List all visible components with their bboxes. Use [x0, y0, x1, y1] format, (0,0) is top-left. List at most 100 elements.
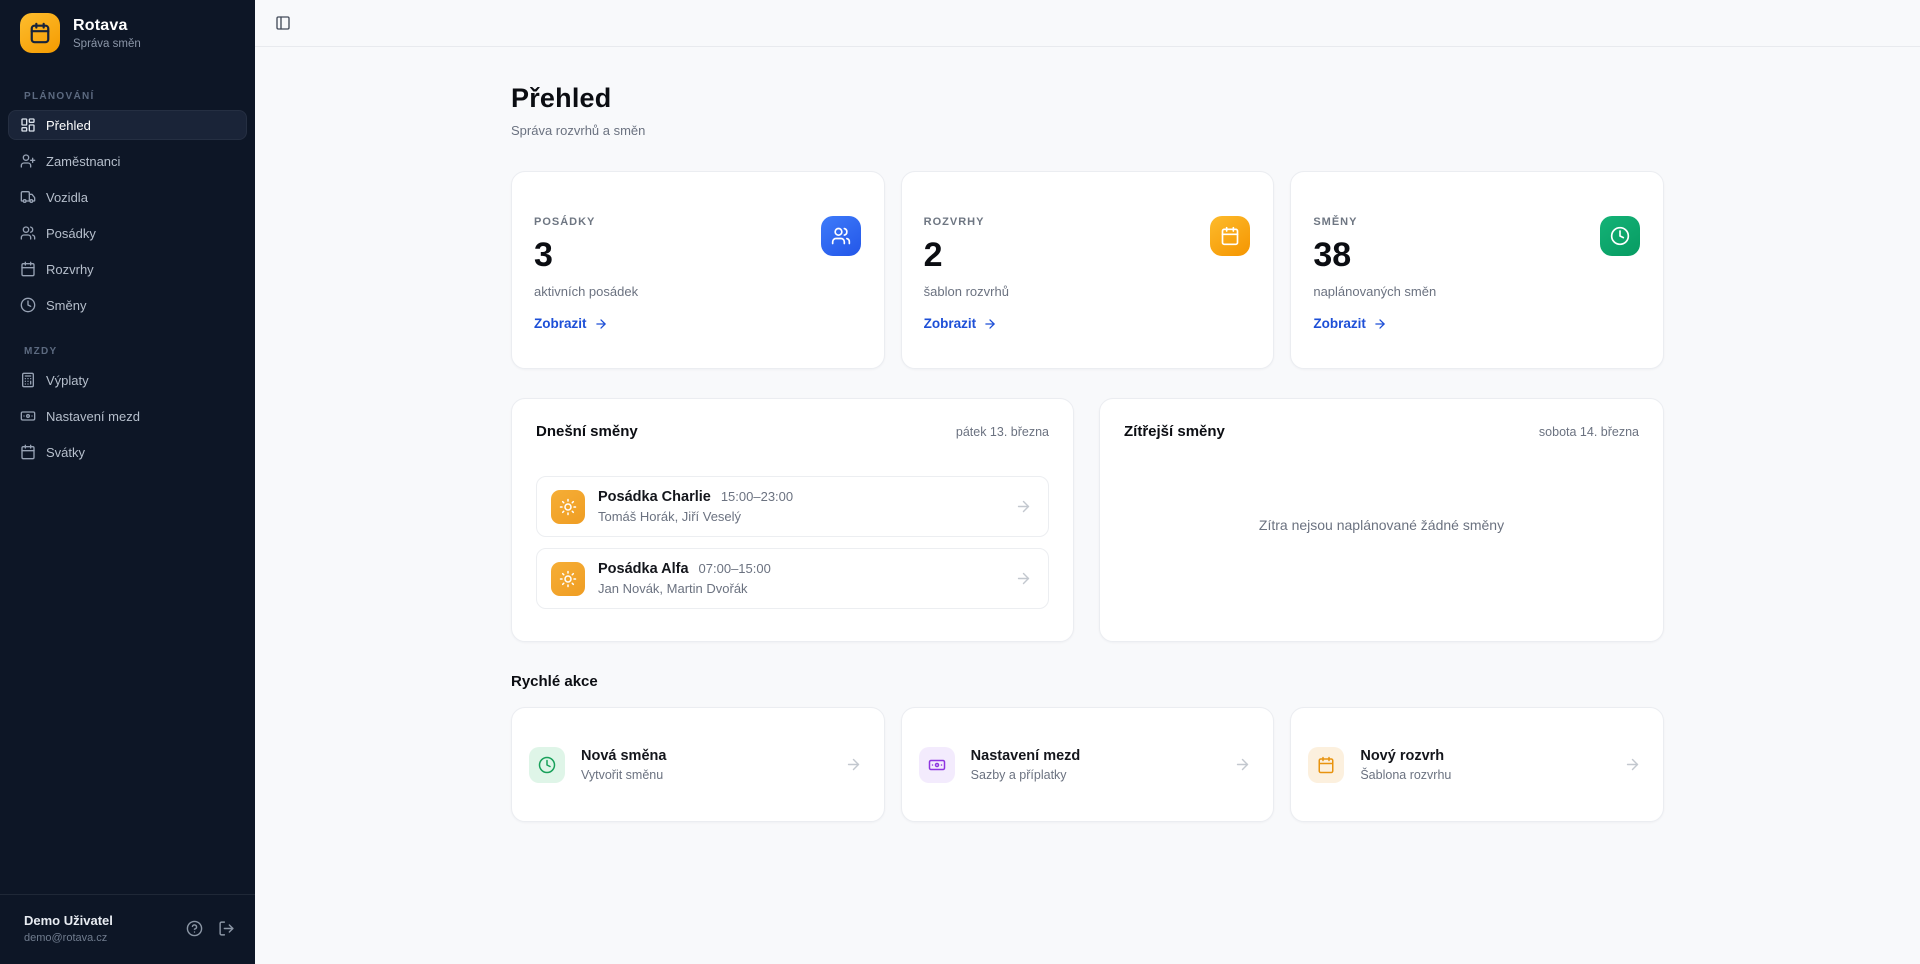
sidebar-item-label: Zaměstnanci	[46, 153, 121, 169]
calendar-icon	[20, 444, 36, 460]
clock-icon	[20, 297, 36, 313]
shift-row-alfa[interactable]: Posádka Alfa 07:00–15:00 Jan Novák, Mart…	[536, 548, 1049, 609]
stat-caption: naplánovaných směn	[1313, 284, 1437, 299]
stat-value: 2	[923, 236, 943, 274]
shift-time: 07:00–15:00	[698, 561, 771, 576]
sidebar-toggle-icon[interactable]	[275, 15, 291, 31]
users-icon	[20, 225, 36, 241]
stats-row: POSÁDKY 3 aktivních posádek Zobrazit ROZ…	[511, 171, 1665, 369]
logout-icon[interactable]	[218, 920, 235, 937]
nav-section-label-planovani: PLÁNOVÁNÍ	[24, 91, 95, 102]
sidebar-item-label: Vozidla	[46, 189, 88, 205]
arrow-right-icon	[595, 318, 606, 329]
stat-card-posadky: POSÁDKY 3 aktivních posádek Zobrazit	[511, 171, 885, 369]
quick-action-nova-smena[interactable]: Nová směna Vytvořit směnu	[511, 707, 885, 822]
sidebar-item-label: Přehled	[46, 117, 91, 133]
sidebar-item-posadky[interactable]: Posádky	[8, 218, 247, 248]
arrow-right-icon	[845, 756, 862, 773]
quick-action-title: Nastavení mezd	[970, 747, 1081, 764]
crew-name: Posádka Alfa	[598, 561, 689, 577]
shift-members: Tomáš Horák, Jiří Veselý	[598, 509, 742, 524]
banknote-icon	[20, 408, 36, 424]
truck-icon	[20, 189, 36, 205]
panel-title: Dnešní směny	[536, 423, 638, 440]
arrow-right-icon	[1234, 756, 1251, 773]
arrow-right-icon	[1375, 318, 1385, 329]
sidebar-item-label: Směny	[46, 297, 87, 313]
shift-row-charlie[interactable]: Posádka Charlie 15:00–23:00 Tomáš Horák,…	[536, 476, 1049, 537]
sidebar-item-rozvrhy[interactable]: Rozvrhy	[8, 254, 247, 284]
help-icon[interactable]	[186, 920, 203, 937]
sidebar-item-vozidla[interactable]: Vozidla	[8, 182, 247, 212]
arrow-right-icon	[1015, 570, 1032, 587]
page-title: Přehled	[511, 83, 612, 113]
quick-action-subtitle: Šablona rozvrhu	[1360, 767, 1452, 782]
brand: Rotava Správa směn	[0, 0, 255, 65]
sidebar-item-zamestnanci[interactable]: Zaměstnanci	[8, 146, 247, 176]
clock-icon	[529, 746, 565, 783]
banknote-icon	[918, 746, 955, 783]
tomorrow-shifts-panel: Zítřejší směny sobota 14. března Zítra n…	[1099, 398, 1664, 642]
app-logo-calendar-icon	[20, 13, 60, 53]
link-label: Zobrazit	[923, 316, 977, 331]
user-name: Demo Uživatel	[24, 913, 113, 928]
show-shifts-link[interactable]: Zobrazit	[1313, 316, 1387, 331]
sidebar: Rotava Správa směn PLÁNOVÁNÍ Přehled Zam…	[0, 0, 255, 964]
shift-panels-row: Dnešní směny pátek 13. března Posádka Ch…	[511, 398, 1664, 642]
sidebar-item-label: Nastavení mezd	[46, 408, 140, 424]
shift-members: Jan Novák, Martin Dvořák	[598, 581, 748, 596]
users-icon	[820, 216, 861, 256]
shift-time: 15:00–23:00	[720, 489, 794, 504]
nav-section-label-mzdy: MZDY	[24, 346, 58, 357]
sidebar-item-label: Svátky	[46, 444, 86, 460]
panel-date: pátek 13. března	[955, 424, 1049, 439]
arrow-right-icon	[985, 318, 995, 329]
stat-value: 3	[534, 236, 553, 274]
panel-date: sobota 14. března	[1538, 424, 1639, 439]
sidebar-nav: PLÁNOVÁNÍ Přehled Zaměstnanci Vozidla Po…	[0, 65, 255, 473]
sidebar-item-prehled[interactable]: Přehled	[8, 110, 247, 140]
quick-action-title: Nový rozvrh	[1360, 747, 1445, 764]
today-shifts-panel: Dnešní směny pátek 13. března Posádka Ch…	[511, 398, 1074, 642]
stat-card-rozvrhy: ROZVRHY 2 šablon rozvrhů Zobrazit	[900, 171, 1275, 369]
panel-title: Zítřejší směny	[1124, 423, 1225, 440]
quick-action-nastaveni-mezd[interactable]: Nastavení mezd Sazby a příplatky	[900, 707, 1275, 822]
page-subtitle: Správa rozvrhů a směn	[511, 123, 646, 138]
calendar-icon	[1210, 216, 1251, 256]
show-crews-link[interactable]: Zobrazit	[534, 316, 608, 331]
sidebar-item-label: Rozvrhy	[46, 261, 94, 277]
sidebar-item-smeny[interactable]: Směny	[8, 290, 247, 320]
calendar-icon	[1308, 746, 1345, 783]
user-email: demo@rotava.cz	[24, 932, 108, 944]
sidebar-item-nastaveni-mezd[interactable]: Nastavení mezd	[8, 401, 247, 431]
stat-label: POSÁDKY	[534, 216, 596, 228]
topbar	[255, 0, 1920, 47]
sun-icon	[551, 561, 585, 596]
stat-card-smeny: SMĚNY 38 naplánovaných směn Zobrazit	[1290, 171, 1665, 369]
quick-action-title: Nová směna	[581, 747, 667, 764]
show-schedules-link[interactable]: Zobrazit	[924, 316, 998, 331]
calculator-icon	[20, 372, 36, 388]
stat-caption: aktivních posádek	[534, 284, 639, 299]
clock-icon	[1600, 216, 1641, 256]
quick-action-subtitle: Vytvořit směnu	[581, 767, 664, 782]
empty-shifts-message: Zítra nejsou naplánované žádné směny	[1258, 517, 1505, 533]
link-label: Zobrazit	[1313, 316, 1366, 331]
page-content: Přehled Správa rozvrhů a směn POSÁDKY 3 …	[511, 47, 1665, 822]
stat-label: SMĚNY	[1313, 216, 1358, 228]
main-area: Přehled Správa rozvrhů a směn POSÁDKY 3 …	[255, 0, 1920, 964]
quick-actions-row: Nová směna Vytvořit směnu Nastavení mezd…	[511, 707, 1665, 822]
sidebar-item-label: Výplaty	[46, 372, 89, 388]
sidebar-user-footer: Demo Uživatel demo@rotava.cz	[0, 894, 255, 964]
quick-action-novy-rozvrh[interactable]: Nový rozvrh Šablona rozvrhu	[1290, 707, 1665, 822]
shift-list: Posádka Charlie 15:00–23:00 Tomáš Horák,…	[536, 476, 1049, 609]
arrow-right-icon	[1015, 498, 1032, 515]
crew-name: Posádka Charlie	[598, 489, 711, 505]
sidebar-item-vyplaty[interactable]: Výplaty	[8, 365, 247, 395]
brand-subtitle: Správa směn	[73, 37, 141, 50]
stat-label: ROZVRHY	[923, 216, 985, 228]
quick-action-subtitle: Sazby a příplatky	[970, 767, 1067, 782]
brand-name: Rotava	[73, 16, 128, 34]
dashboard-icon	[20, 117, 36, 133]
sidebar-item-svatky[interactable]: Svátky	[8, 437, 247, 467]
